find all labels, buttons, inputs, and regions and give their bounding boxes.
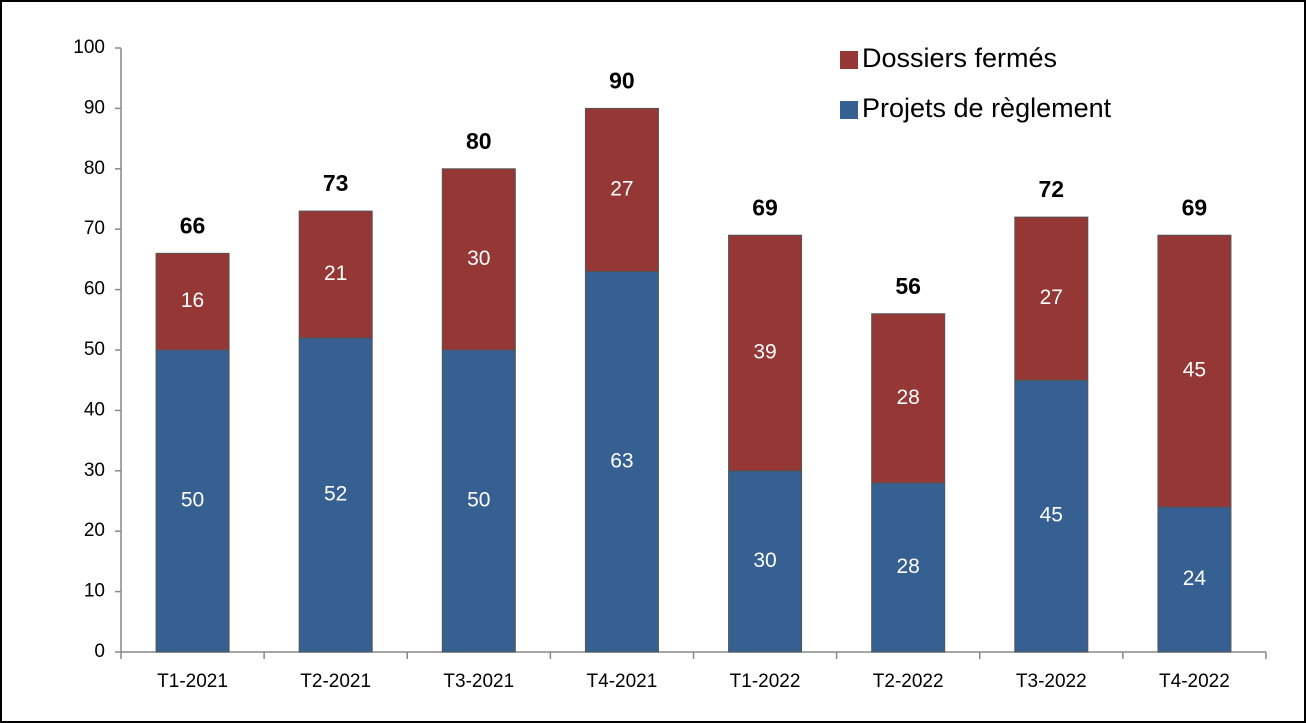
y-tick-label: 20 xyxy=(84,520,105,541)
x-tick-label: T4-2021 xyxy=(587,671,658,692)
total-label: 80 xyxy=(466,128,492,154)
legend-swatch xyxy=(840,101,858,119)
bar-segment xyxy=(584,107,659,272)
total-label: 66 xyxy=(180,212,206,238)
data-label: 50 xyxy=(181,489,204,512)
bar-segment xyxy=(298,210,373,339)
y-tick-label: 10 xyxy=(84,581,105,602)
bar-segment xyxy=(155,252,230,351)
data-label: 30 xyxy=(467,247,490,270)
bar-segment xyxy=(1157,234,1232,508)
x-tick-label: T3-2021 xyxy=(443,671,514,692)
total-label: 69 xyxy=(1182,194,1208,220)
data-label: 16 xyxy=(181,289,204,312)
y-tick-label: 70 xyxy=(84,218,105,239)
y-tick-label: 40 xyxy=(84,399,105,420)
data-label: 21 xyxy=(324,262,347,285)
total-label: 69 xyxy=(752,194,778,220)
bar-segment xyxy=(1014,379,1089,653)
total-label: 90 xyxy=(609,67,635,93)
x-tick-label: T4-2022 xyxy=(1159,671,1230,692)
data-label: 27 xyxy=(610,177,633,200)
y-tick-label: 30 xyxy=(84,460,105,481)
x-tick-label: T2-2021 xyxy=(300,671,371,692)
legend-label: Projets de règlement xyxy=(862,93,1112,123)
y-tick-label: 80 xyxy=(84,158,105,179)
data-label: 50 xyxy=(467,489,490,512)
legend-label: Dossiers fermés xyxy=(862,43,1057,73)
bar-segment xyxy=(1014,216,1089,381)
y-tick-label: 100 xyxy=(73,37,105,58)
bar-segment xyxy=(728,234,803,472)
data-label: 27 xyxy=(1040,286,1063,309)
data-label: 45 xyxy=(1040,504,1063,527)
bar-segment xyxy=(871,313,946,484)
legend-swatch xyxy=(840,51,858,69)
x-tick-label: T1-2021 xyxy=(157,671,228,692)
x-tick-label: T1-2022 xyxy=(730,671,801,692)
bar-segment xyxy=(871,482,946,653)
total-label: 72 xyxy=(1039,176,1065,202)
x-tick-label: T3-2022 xyxy=(1016,671,1087,692)
bar-segment xyxy=(441,349,516,653)
bar-segment xyxy=(441,168,516,351)
data-label: 39 xyxy=(753,341,776,364)
bar-segment xyxy=(728,470,803,653)
data-label: 52 xyxy=(324,483,347,506)
total-label: 56 xyxy=(895,273,921,299)
total-label: 73 xyxy=(323,170,349,196)
data-label: 45 xyxy=(1183,359,1206,382)
bar-segment xyxy=(1157,506,1232,653)
y-tick-label: 90 xyxy=(84,97,105,118)
bar-segment xyxy=(155,349,230,653)
data-label: 24 xyxy=(1183,567,1207,590)
data-label: 28 xyxy=(897,555,920,578)
x-tick-label: T2-2022 xyxy=(873,671,944,692)
y-tick-label: 60 xyxy=(84,279,105,300)
data-label: 30 xyxy=(753,549,776,572)
data-label: 63 xyxy=(610,449,633,472)
y-tick-label: 50 xyxy=(84,339,105,360)
y-tick-label: 0 xyxy=(94,641,105,662)
data-label: 28 xyxy=(897,386,920,409)
